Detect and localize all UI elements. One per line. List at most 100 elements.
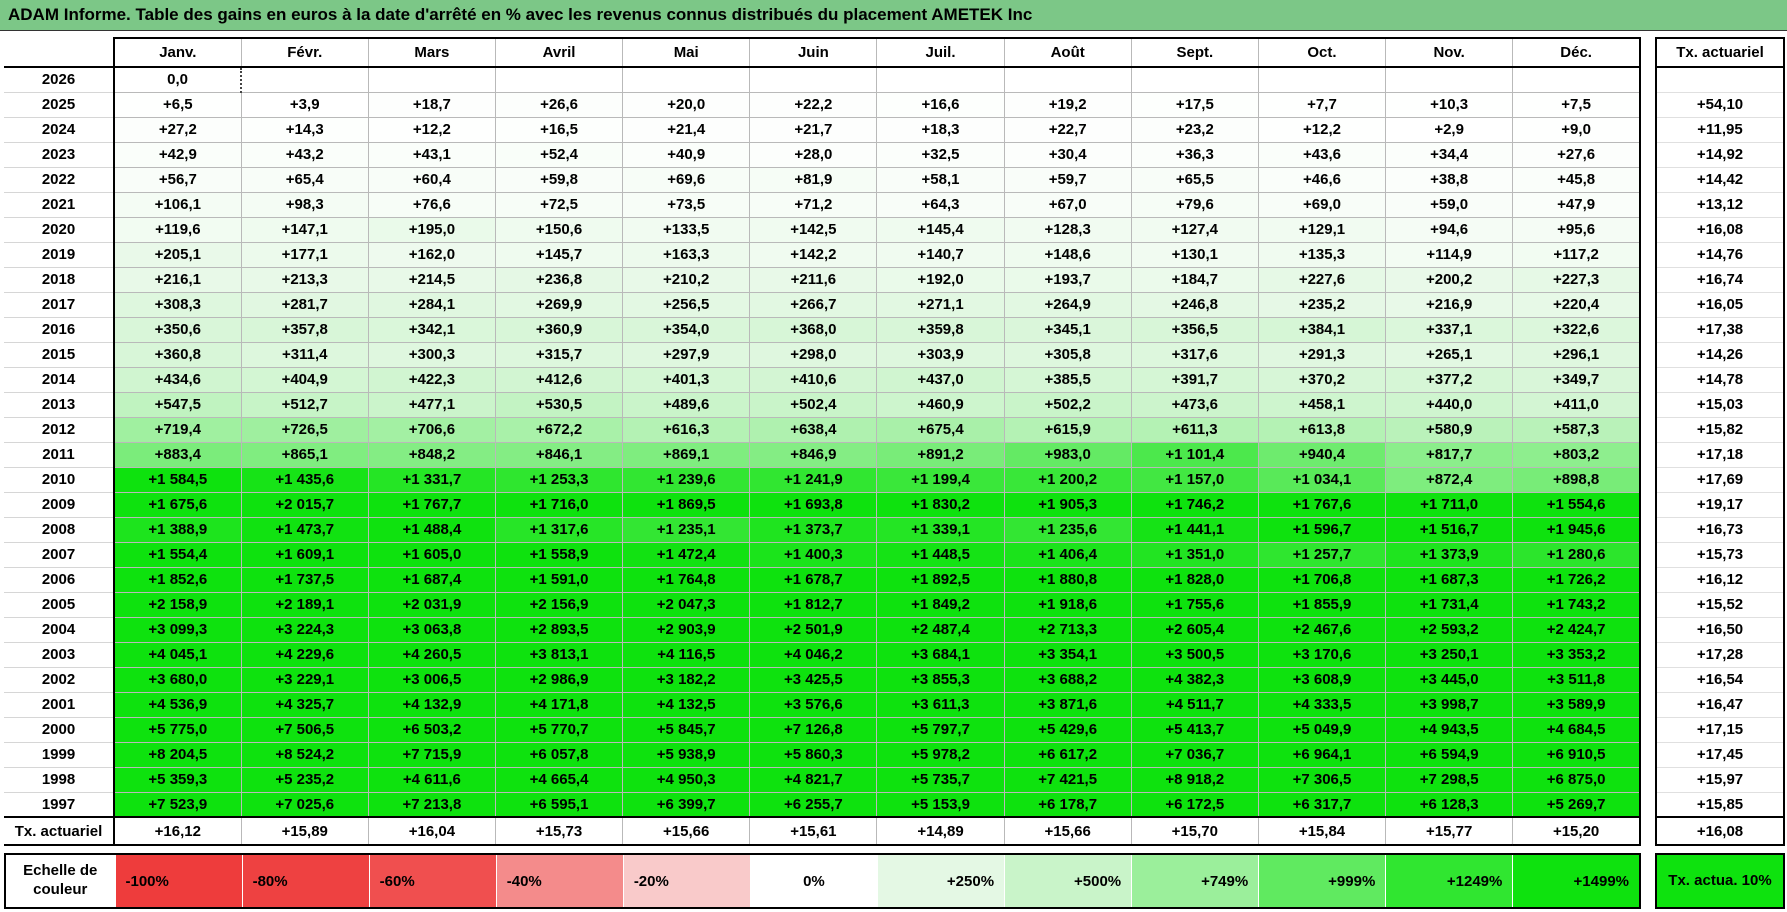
gain-cell[interactable]: +265,1 bbox=[1385, 341, 1514, 368]
tx-cell[interactable]: +14,92 bbox=[1655, 142, 1785, 168]
gain-cell[interactable]: +391,7 bbox=[1130, 366, 1259, 393]
gain-cell[interactable]: +1 812,7 bbox=[749, 591, 878, 618]
gain-cell[interactable]: +163,3 bbox=[622, 241, 751, 268]
gain-cell[interactable]: +7 025,6 bbox=[240, 791, 369, 818]
tx-cell[interactable]: +19,17 bbox=[1655, 492, 1785, 518]
footer-tx-cell[interactable]: +15,77 bbox=[1385, 816, 1514, 846]
gain-cell[interactable]: +106,1 bbox=[112, 191, 242, 218]
gain-cell[interactable]: +79,6 bbox=[1130, 191, 1259, 218]
gain-cell[interactable]: +6 875,0 bbox=[1512, 766, 1642, 793]
gain-cell[interactable]: +1 731,4 bbox=[1385, 591, 1514, 618]
tx-cell[interactable]: +16,08 bbox=[1655, 217, 1785, 243]
gain-cell[interactable]: +891,2 bbox=[876, 441, 1005, 468]
gain-cell[interactable]: +3 354,1 bbox=[1003, 641, 1132, 668]
gain-cell[interactable]: +5 845,7 bbox=[622, 716, 751, 743]
gain-cell[interactable]: +5 269,7 bbox=[1512, 791, 1642, 818]
gain-cell[interactable]: +6 594,9 bbox=[1385, 741, 1514, 768]
gain-cell[interactable]: +6,5 bbox=[112, 91, 242, 118]
gain-cell[interactable]: +350,6 bbox=[112, 316, 242, 343]
gain-cell[interactable]: +1 473,7 bbox=[240, 516, 369, 543]
gain-cell[interactable]: +130,1 bbox=[1130, 241, 1259, 268]
gain-cell[interactable]: +1 945,6 bbox=[1512, 516, 1642, 543]
gain-cell[interactable]: +8 524,2 bbox=[240, 741, 369, 768]
gain-cell[interactable]: +4 382,3 bbox=[1130, 666, 1259, 693]
gain-cell[interactable]: +27,2 bbox=[112, 116, 242, 143]
gain-cell[interactable]: +412,6 bbox=[494, 366, 624, 393]
gain-cell[interactable]: +1 034,1 bbox=[1257, 466, 1387, 493]
gain-cell[interactable] bbox=[367, 66, 496, 93]
tx-cell[interactable]: +15,97 bbox=[1655, 767, 1785, 793]
gain-cell[interactable]: +360,9 bbox=[494, 316, 624, 343]
gain-cell[interactable]: +2 487,4 bbox=[876, 616, 1005, 643]
gain-cell[interactable]: +135,3 bbox=[1257, 241, 1387, 268]
gain-cell[interactable]: +7,7 bbox=[1257, 91, 1387, 118]
tx-cell[interactable]: +17,28 bbox=[1655, 642, 1785, 668]
gain-cell[interactable]: +2 047,3 bbox=[622, 591, 751, 618]
gain-cell[interactable]: +40,9 bbox=[622, 141, 751, 168]
gain-cell[interactable]: +296,1 bbox=[1512, 341, 1642, 368]
gain-cell[interactable]: +5 735,7 bbox=[876, 766, 1005, 793]
gain-cell[interactable]: +195,0 bbox=[367, 216, 496, 243]
gain-cell[interactable]: +616,3 bbox=[622, 416, 751, 443]
gain-cell[interactable]: +726,5 bbox=[240, 416, 369, 443]
gain-cell[interactable]: +4 821,7 bbox=[749, 766, 878, 793]
gain-cell[interactable]: +384,1 bbox=[1257, 316, 1387, 343]
gain-cell[interactable]: +349,7 bbox=[1512, 366, 1642, 393]
gain-cell[interactable]: +81,9 bbox=[749, 166, 878, 193]
gain-cell[interactable]: +12,2 bbox=[1257, 116, 1387, 143]
gain-cell[interactable]: +4 333,5 bbox=[1257, 691, 1387, 718]
gain-cell[interactable]: +6 964,1 bbox=[1257, 741, 1387, 768]
gain-cell[interactable] bbox=[1385, 66, 1514, 93]
gain-cell[interactable]: +300,3 bbox=[367, 341, 496, 368]
tx-cell[interactable]: +16,74 bbox=[1655, 267, 1785, 293]
gain-cell[interactable]: +67,0 bbox=[1003, 191, 1132, 218]
gain-cell[interactable]: +308,3 bbox=[112, 291, 242, 318]
gain-cell[interactable]: +1 448,5 bbox=[876, 541, 1005, 568]
tx-cell[interactable]: +15,03 bbox=[1655, 392, 1785, 418]
tx-cell[interactable]: +17,45 bbox=[1655, 742, 1785, 768]
gain-cell[interactable]: +6 128,3 bbox=[1385, 791, 1514, 818]
gain-cell[interactable]: +2 501,9 bbox=[749, 616, 878, 643]
gain-cell[interactable]: +1 767,7 bbox=[367, 491, 496, 518]
tx-cell[interactable]: +15,82 bbox=[1655, 417, 1785, 443]
gain-cell[interactable]: +1 435,6 bbox=[240, 466, 369, 493]
gain-cell[interactable]: +1 257,7 bbox=[1257, 541, 1387, 568]
gain-cell[interactable]: +3 576,6 bbox=[749, 691, 878, 718]
gain-cell[interactable]: +7 213,8 bbox=[367, 791, 496, 818]
gain-cell[interactable]: +76,6 bbox=[367, 191, 496, 218]
gain-cell[interactable]: +410,6 bbox=[749, 366, 878, 393]
gain-cell[interactable]: +6 178,7 bbox=[1003, 791, 1132, 818]
gain-cell[interactable]: +1 675,6 bbox=[112, 491, 242, 518]
gain-cell[interactable]: +22,7 bbox=[1003, 116, 1132, 143]
gain-cell[interactable]: +1 855,9 bbox=[1257, 591, 1387, 618]
gain-cell[interactable]: +3 589,9 bbox=[1512, 691, 1642, 718]
gain-cell[interactable]: +8 204,5 bbox=[112, 741, 242, 768]
gain-cell[interactable]: +1 400,3 bbox=[749, 541, 878, 568]
gain-cell[interactable]: +220,4 bbox=[1512, 291, 1642, 318]
gain-cell[interactable]: +1 849,2 bbox=[876, 591, 1005, 618]
gain-cell[interactable]: +8 918,2 bbox=[1130, 766, 1259, 793]
gain-cell[interactable]: +1 726,2 bbox=[1512, 566, 1642, 593]
gain-cell[interactable]: +4 132,9 bbox=[367, 691, 496, 718]
gain-cell[interactable]: +1 235,1 bbox=[622, 516, 751, 543]
tx-cell[interactable]: +17,38 bbox=[1655, 317, 1785, 343]
gain-cell[interactable]: +613,8 bbox=[1257, 416, 1387, 443]
gain-cell[interactable]: +675,4 bbox=[876, 416, 1005, 443]
gain-cell[interactable]: +1 687,3 bbox=[1385, 566, 1514, 593]
gain-cell[interactable]: +1 693,8 bbox=[749, 491, 878, 518]
gain-cell[interactable]: +3 353,2 bbox=[1512, 641, 1642, 668]
gain-cell[interactable]: +38,8 bbox=[1385, 166, 1514, 193]
gain-cell[interactable]: +3,9 bbox=[240, 91, 369, 118]
gain-cell[interactable]: +210,2 bbox=[622, 266, 751, 293]
gain-cell[interactable]: +411,0 bbox=[1512, 391, 1642, 418]
gain-cell[interactable]: +3 611,3 bbox=[876, 691, 1005, 718]
gain-cell[interactable]: +3 855,3 bbox=[876, 666, 1005, 693]
gain-cell[interactable]: +1 905,3 bbox=[1003, 491, 1132, 518]
tx-cell[interactable]: +14,42 bbox=[1655, 167, 1785, 193]
tx-cell[interactable]: +13,12 bbox=[1655, 192, 1785, 218]
gain-cell[interactable]: +1 737,5 bbox=[240, 566, 369, 593]
gain-cell[interactable]: +42,9 bbox=[112, 141, 242, 168]
gain-cell[interactable]: +1 373,7 bbox=[749, 516, 878, 543]
gain-cell[interactable]: +95,6 bbox=[1512, 216, 1642, 243]
tx-cell[interactable]: +14,78 bbox=[1655, 367, 1785, 393]
